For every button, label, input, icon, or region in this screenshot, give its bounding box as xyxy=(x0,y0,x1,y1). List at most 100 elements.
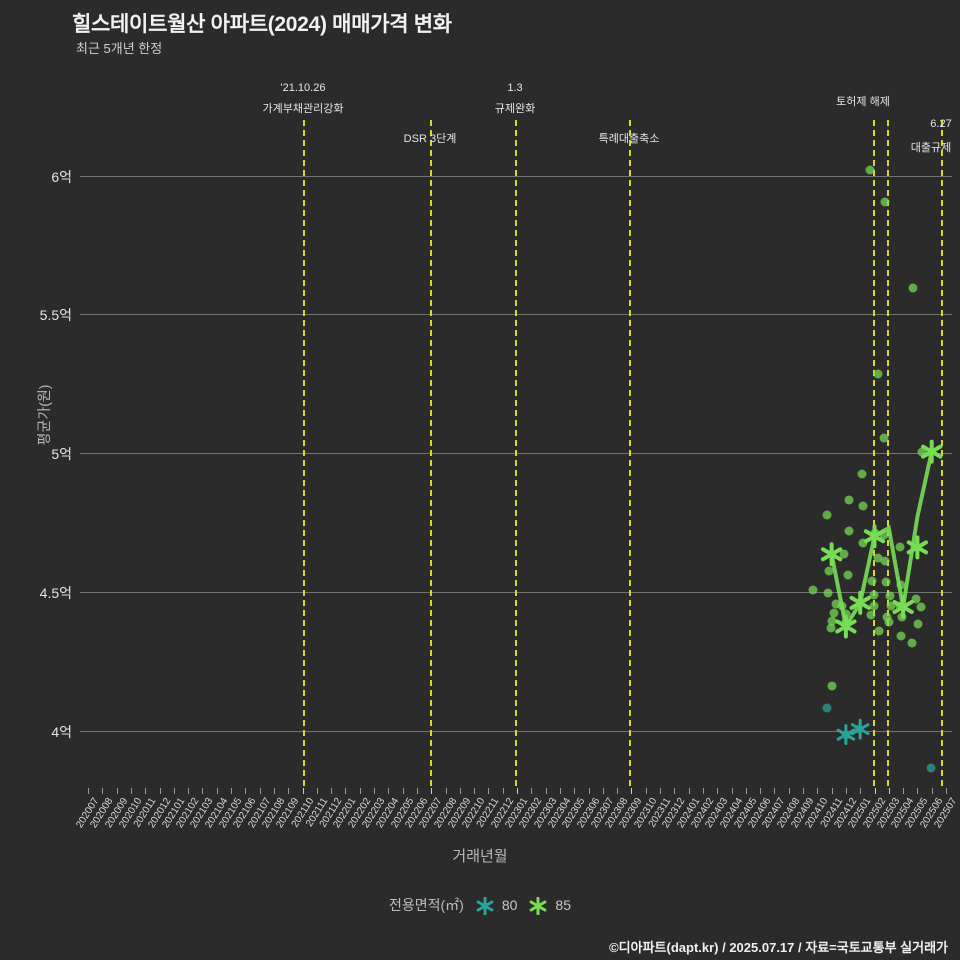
x-axis-tick xyxy=(602,788,604,794)
x-axis-tick xyxy=(359,788,361,794)
x-axis-tick xyxy=(531,788,533,794)
scatter-point xyxy=(881,577,891,587)
x-axis-tick xyxy=(702,788,704,794)
legend-label: 85 xyxy=(555,897,571,913)
scatter-point xyxy=(926,763,936,773)
x-axis-tick xyxy=(416,788,418,794)
annotation-vline xyxy=(430,120,432,786)
scatter-point xyxy=(895,542,905,552)
y-axis-tick-label: 4억 xyxy=(51,723,72,740)
x-axis-tick xyxy=(917,788,919,794)
annotation-vline xyxy=(515,120,517,786)
scatter-point xyxy=(869,601,879,611)
scatter-point xyxy=(865,165,875,175)
x-axis-tick xyxy=(474,788,476,794)
scatter-point xyxy=(897,612,907,622)
legend-item-80[interactable]: 80 xyxy=(474,896,518,916)
scatter-point xyxy=(822,703,832,713)
x-axis-tick xyxy=(760,788,762,794)
scatter-point xyxy=(808,585,818,595)
scatter-point xyxy=(880,197,890,207)
scatter-point xyxy=(844,495,854,505)
scatter-point xyxy=(858,538,868,548)
x-axis-tick xyxy=(216,788,218,794)
x-axis-tick xyxy=(231,788,232,794)
scatter-point xyxy=(895,601,905,611)
x-axis-tick xyxy=(173,788,175,794)
x-axis-tick xyxy=(559,788,561,794)
annotation-label: 규제완화 xyxy=(494,103,536,115)
annotation-label: DSR 3단계 xyxy=(403,133,457,145)
scatter-point xyxy=(858,501,868,511)
scatter-point xyxy=(841,730,851,740)
legend-title: 전용면적(㎡) xyxy=(388,897,464,913)
x-axis-tick xyxy=(788,788,790,794)
x-axis-tick xyxy=(817,788,819,794)
annotation-label: 토허제 해제 xyxy=(836,96,890,108)
legend-item-85[interactable]: 85 xyxy=(527,896,571,916)
scatter-point xyxy=(907,638,917,648)
scatter-point xyxy=(867,576,877,586)
scatter-point xyxy=(866,610,876,620)
x-axis-tick xyxy=(316,788,318,794)
x-axis-tick xyxy=(259,788,261,794)
x-axis-tick xyxy=(130,788,132,794)
x-axis-tick xyxy=(688,788,690,794)
x-axis-label: 거래년월 xyxy=(452,848,508,865)
annotation-label-top: '21.10.26 xyxy=(280,82,326,94)
x-axis-tick xyxy=(116,788,118,794)
y-axis-tick-label: 6억 xyxy=(51,168,72,185)
x-axis-tick xyxy=(445,788,447,794)
scatter-point xyxy=(884,617,894,627)
scatter-point xyxy=(824,566,834,576)
x-axis-tick xyxy=(517,788,518,794)
x-axis-tick xyxy=(145,788,147,794)
x-axis-tick xyxy=(645,788,647,794)
annotation-vline xyxy=(873,120,875,786)
annotation-vline xyxy=(941,120,943,786)
scatter-point xyxy=(854,724,864,734)
page-subtitle: 최근 5개년 한정 xyxy=(76,41,163,56)
x-axis-tick xyxy=(745,788,747,794)
x-axis-tick xyxy=(617,788,619,794)
x-axis-tick xyxy=(245,788,247,794)
x-axis-tick xyxy=(903,788,905,794)
annotation-label: 특례대출축소 xyxy=(598,133,660,145)
x-axis-tick xyxy=(88,788,89,794)
page-title: 힐스테이트월산 아파트(2024) 매매가격 변화 xyxy=(72,13,452,36)
scatter-point xyxy=(913,619,923,629)
annotation-label: 대출규제 xyxy=(910,142,952,154)
x-axis-tick xyxy=(717,788,719,794)
x-axis-tick xyxy=(402,788,404,794)
y-axis-tick-label: 5.5억 xyxy=(39,307,72,324)
scatter-point xyxy=(880,556,890,566)
scatter-point xyxy=(908,283,918,293)
x-axis-tick xyxy=(888,788,890,794)
x-axis-tick xyxy=(545,788,547,794)
annotation-vline xyxy=(629,120,631,786)
annotation-label-top: 1.3 xyxy=(507,82,523,94)
x-axis-tick xyxy=(588,788,590,794)
annotation-vline xyxy=(303,120,305,786)
x-axis-tick xyxy=(946,788,947,794)
x-axis-tick xyxy=(660,788,661,794)
annotation-vline xyxy=(887,120,889,786)
x-axis-tick xyxy=(431,788,433,794)
x-axis-tick xyxy=(803,788,804,794)
y-axis-tick-label: 4.5억 xyxy=(39,584,72,601)
scatter-point xyxy=(823,588,833,598)
x-axis-tick xyxy=(931,788,933,794)
x-axis-tick xyxy=(488,788,490,794)
scatter-point xyxy=(869,590,879,600)
x-axis-tick xyxy=(159,788,161,794)
scatter-point xyxy=(916,602,926,612)
x-axis-tick xyxy=(631,788,633,794)
legend-label: 80 xyxy=(501,897,518,913)
x-axis-tick xyxy=(874,788,876,794)
scatter-point xyxy=(870,528,880,538)
scatter-point xyxy=(879,530,889,540)
scatter-point xyxy=(886,601,896,611)
scatter-point xyxy=(841,617,851,627)
scatter-point xyxy=(839,549,849,559)
